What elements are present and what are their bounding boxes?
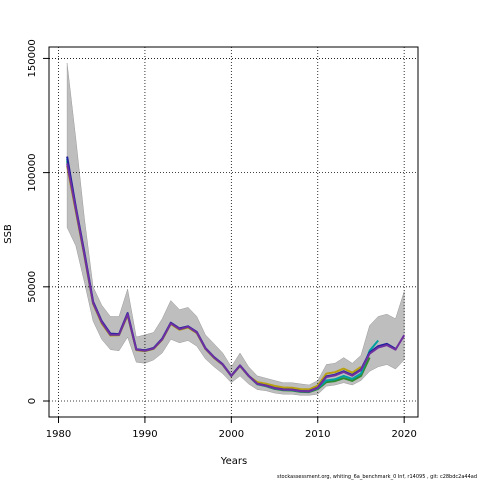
y-tick-label: 100000 [27,154,38,192]
y-axis-title: SSB [3,224,14,244]
x-axis-title: Years [220,456,247,467]
x-tick-label: 1980 [46,429,71,440]
confidence-band-layer [66,62,405,396]
y-axis: 0 50000 100000 150000 [27,39,49,404]
x-tick-label: 1990 [132,429,157,440]
x-tick-label: 2020 [391,429,416,440]
series-layer [66,156,406,394]
plot-frame [48,46,419,418]
x-tick-label: 2000 [219,429,244,440]
series-line [66,163,406,393]
footer-caption: stockassessment.org, whiting_6a_benchmar… [277,474,477,480]
confidence-band [66,62,405,396]
y-tick-label: 50000 [27,271,38,303]
y-tick-label: 0 [27,398,38,404]
x-axis: 1980 1990 2000 2010 2020 [46,417,417,440]
x-tick-label: 2010 [305,429,330,440]
y-tick-label: 150000 [27,39,38,77]
